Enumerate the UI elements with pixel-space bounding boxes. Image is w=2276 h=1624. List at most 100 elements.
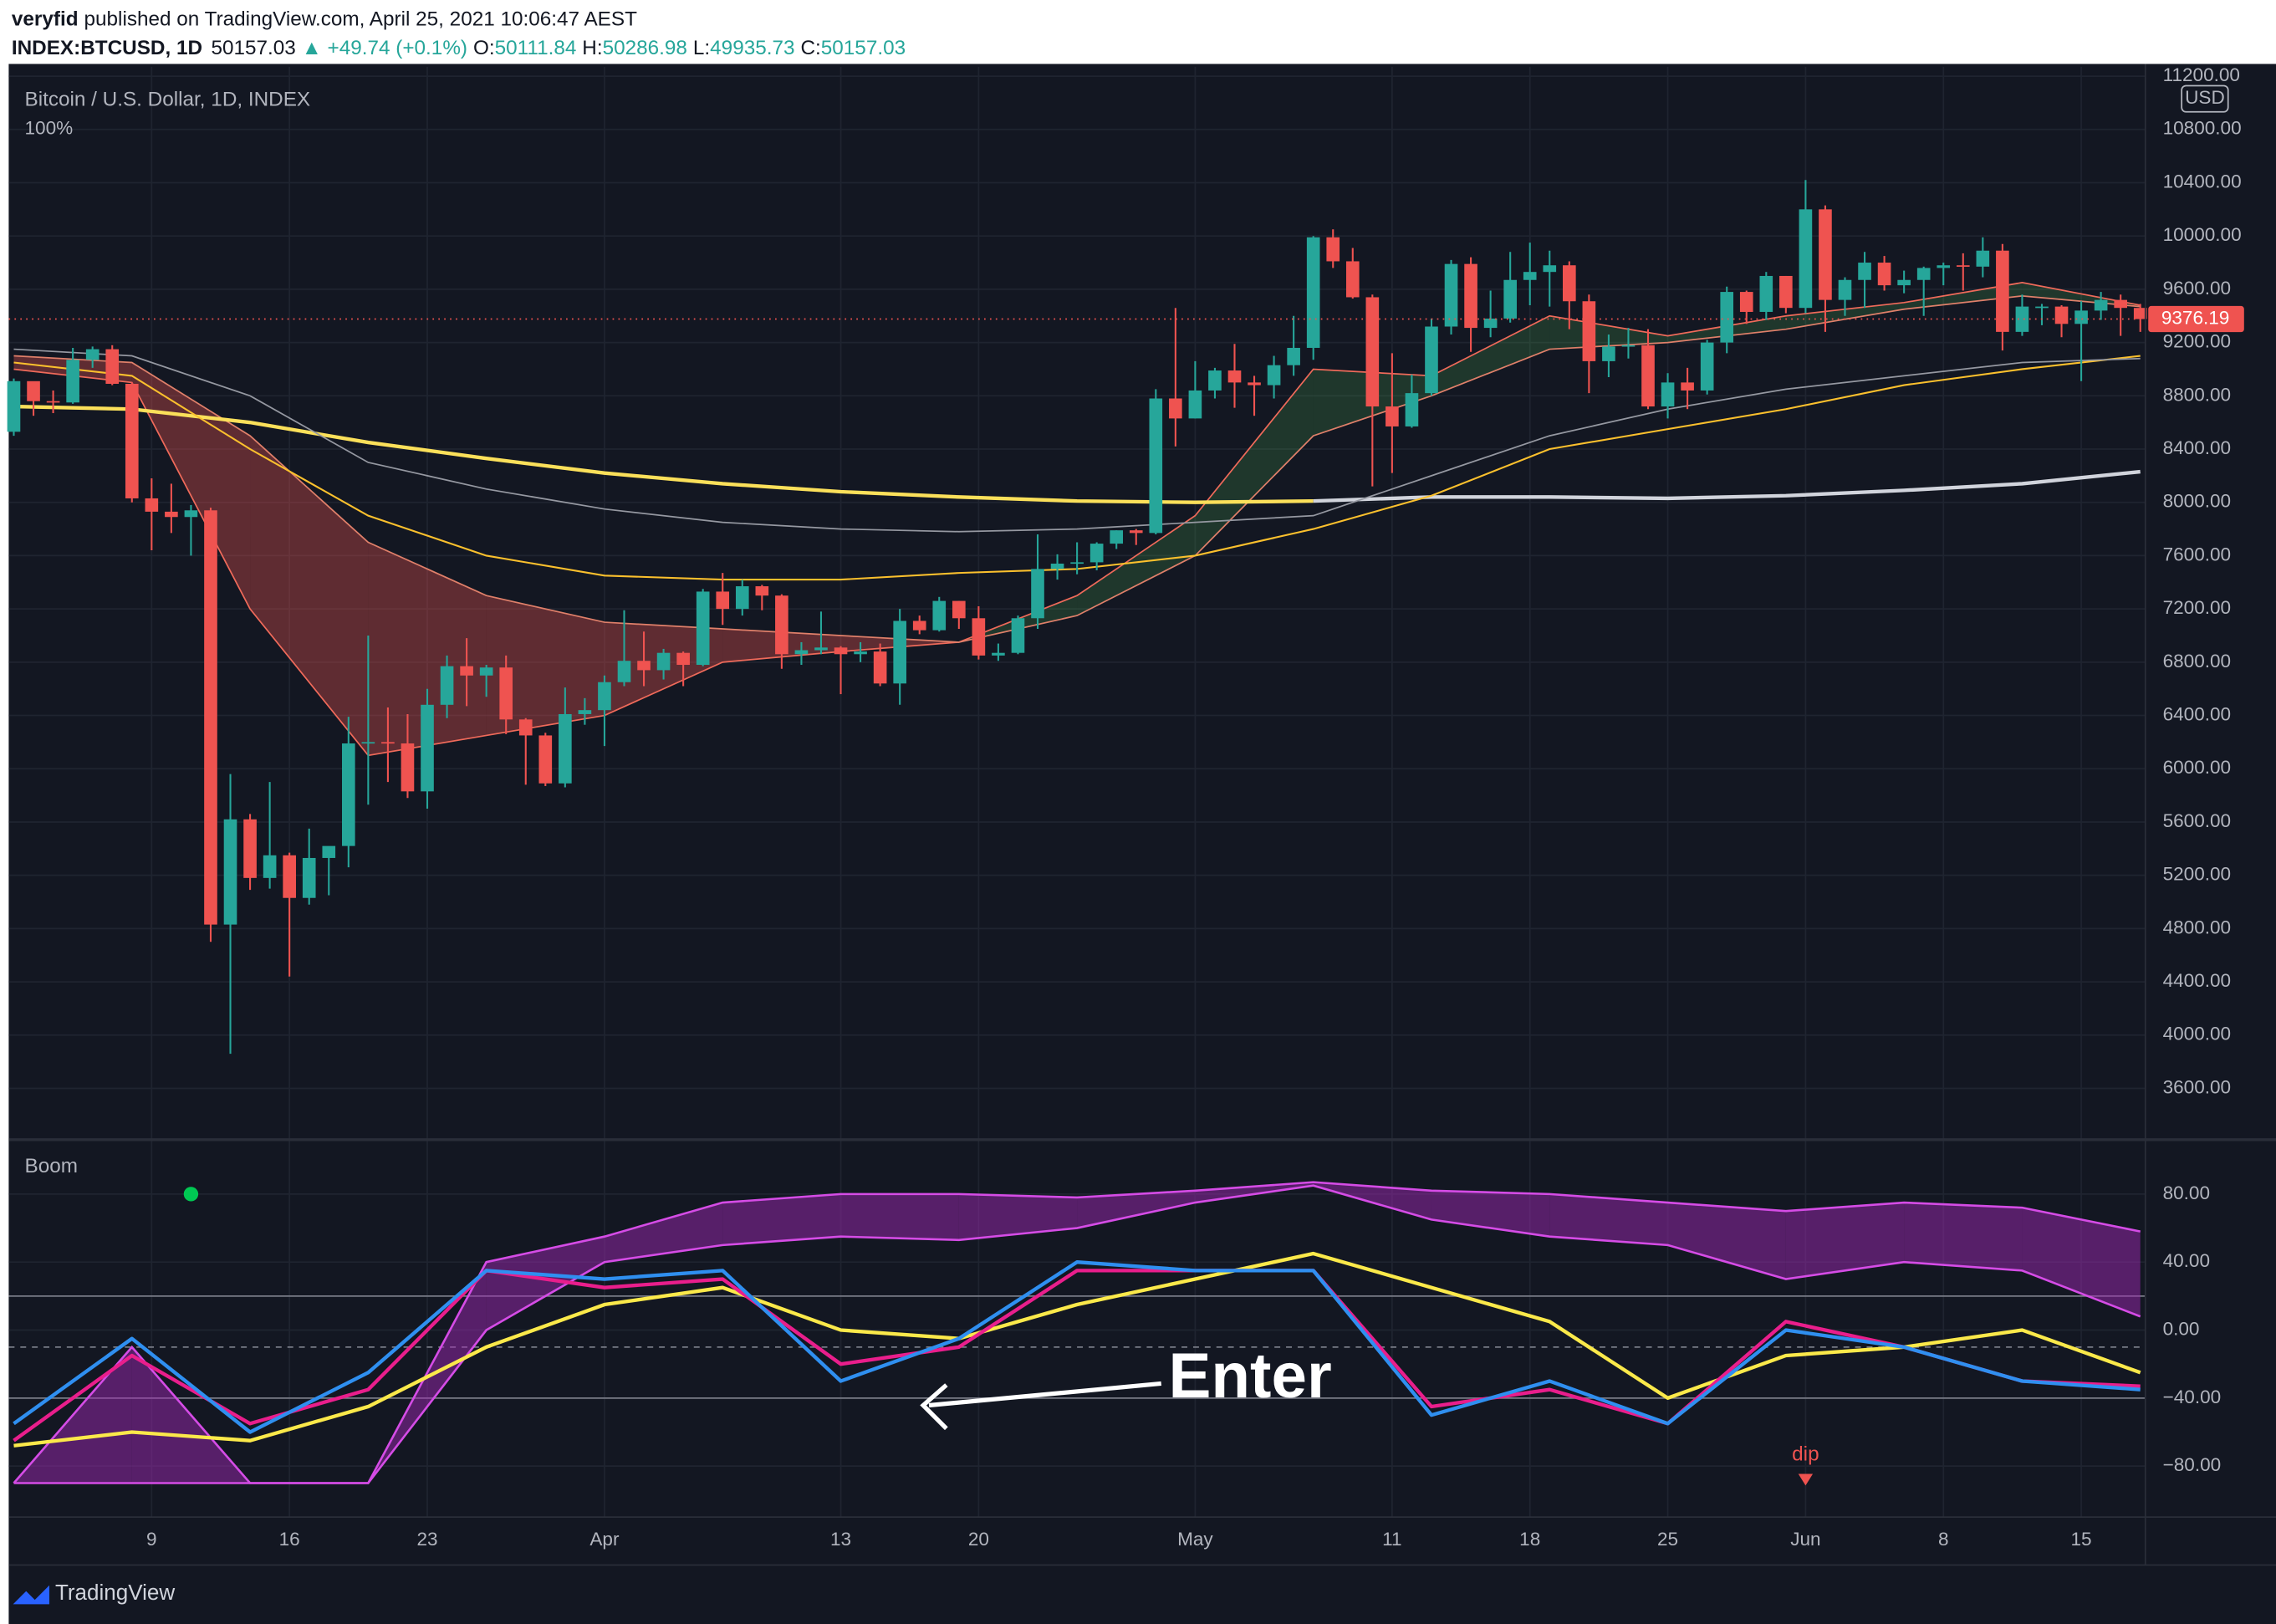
candle-body — [1386, 406, 1399, 426]
candle-body — [952, 600, 966, 619]
y-tick-label: 6400.00 — [2163, 704, 2232, 725]
o: 50111.84 — [495, 38, 577, 60]
l: 49935.73 — [710, 38, 794, 60]
candle-body — [1464, 263, 1477, 329]
candle-body — [401, 743, 415, 792]
candle-body — [2133, 308, 2147, 319]
band-fill — [2022, 1208, 2141, 1317]
dip-label: dip — [1792, 1443, 1819, 1465]
candle-body — [1897, 279, 1911, 286]
logo: TradingView — [13, 1580, 175, 1605]
logo-icon — [13, 1585, 50, 1605]
y-tick-label: 5600.00 — [2163, 810, 2232, 831]
candle-body — [1838, 279, 1852, 300]
dip-marker — [1798, 1473, 1814, 1486]
candle-body — [1996, 250, 2009, 332]
candle-body — [1169, 398, 1182, 419]
candle-body — [1425, 326, 1438, 394]
candle-body — [1227, 370, 1242, 383]
candle-body — [302, 857, 316, 898]
x-tick-label: 20 — [968, 1529, 989, 1550]
candle-body — [1582, 301, 1596, 361]
candle-body — [1444, 263, 1458, 327]
candle-body — [1405, 393, 1419, 426]
candle-body — [1090, 544, 1104, 563]
candle-body — [283, 855, 296, 898]
ma-line — [13, 348, 2141, 533]
candle-body — [1700, 342, 1714, 391]
candle-body — [2054, 306, 2069, 324]
band-fill — [722, 1193, 841, 1245]
candle-body — [1937, 265, 1951, 268]
candle-body — [361, 742, 375, 744]
band-fill — [604, 1203, 723, 1263]
candle-body — [1503, 279, 1517, 319]
ma-line — [1313, 469, 2141, 503]
candle-body — [1563, 265, 1576, 302]
candle-body — [440, 666, 454, 705]
candle-body — [460, 666, 473, 676]
candle-body — [854, 651, 867, 655]
x-tick-label: 9 — [146, 1529, 157, 1550]
band-fill — [486, 1236, 605, 1330]
candle-body — [893, 620, 906, 684]
arrow — [928, 1381, 1162, 1408]
y-tick-label: 40.00 — [2163, 1250, 2210, 1271]
h: 50286.98 — [603, 38, 687, 60]
y-tick-label: 9200.00 — [2163, 331, 2232, 352]
candle-body — [125, 383, 139, 498]
x-tick-label: 18 — [1519, 1529, 1540, 1550]
arrow-head — [920, 1383, 948, 1431]
indicator-title: Boom — [25, 1155, 78, 1177]
band-fill — [1785, 1203, 1905, 1279]
candle-body — [27, 380, 40, 401]
x-tick-label: 13 — [830, 1529, 851, 1550]
candle-body — [342, 743, 355, 846]
candle-body — [499, 667, 513, 720]
y-tick-label: 0.00 — [2163, 1318, 2200, 1339]
enter-label: Enter — [1168, 1341, 1331, 1412]
candle-body — [617, 661, 631, 682]
currency: USD — [2185, 87, 2225, 108]
candle-body — [105, 349, 120, 384]
candle-body — [184, 510, 198, 518]
candle-body — [421, 704, 434, 792]
candle-body — [1287, 347, 1300, 365]
price-title: Bitcoin / U.S. Dollar, 1D, INDEX — [25, 88, 311, 110]
band-fill — [840, 1193, 959, 1240]
candle-body — [1050, 563, 1064, 569]
y-tick-label: 10400.00 — [2163, 171, 2242, 192]
candle-body — [85, 349, 100, 360]
candle-body — [243, 819, 257, 878]
candle-body — [263, 855, 277, 878]
candle-body — [479, 667, 493, 676]
y-tick-label: 4800.00 — [2163, 917, 2232, 937]
y-tick-label: −80.00 — [2163, 1454, 2222, 1475]
candle-body — [735, 586, 749, 610]
x-tick-label: 15 — [2071, 1529, 2092, 1550]
y-tick-label: 11200.00 — [2163, 64, 2240, 85]
candle-body — [1681, 382, 1694, 391]
band-fill — [1077, 1190, 1196, 1228]
band-fill — [958, 1193, 1078, 1240]
candle-body — [794, 650, 809, 655]
candle-body — [637, 661, 651, 671]
annotation: Enter — [920, 1341, 1332, 1431]
ribbon-line — [13, 294, 2141, 643]
candle-body — [46, 401, 60, 403]
last-price: 9376.19 — [2161, 307, 2230, 328]
y-tick-label: 10000.00 — [2163, 224, 2242, 245]
candle-body — [932, 600, 947, 631]
y-tick-label: 8800.00 — [2163, 384, 2232, 405]
c: 50157.03 — [821, 38, 906, 60]
symbol: INDEX:BTCUSD, 1D — [12, 38, 202, 60]
band-line — [13, 1184, 2141, 1484]
candle-body — [2015, 306, 2029, 332]
candle-body — [1011, 618, 1025, 653]
y-tick-label: 6000.00 — [2163, 757, 2232, 778]
candle-body — [755, 586, 769, 596]
signal-dot — [183, 1187, 199, 1202]
candle-body — [2035, 306, 2049, 309]
band-fill — [1431, 1190, 1550, 1237]
